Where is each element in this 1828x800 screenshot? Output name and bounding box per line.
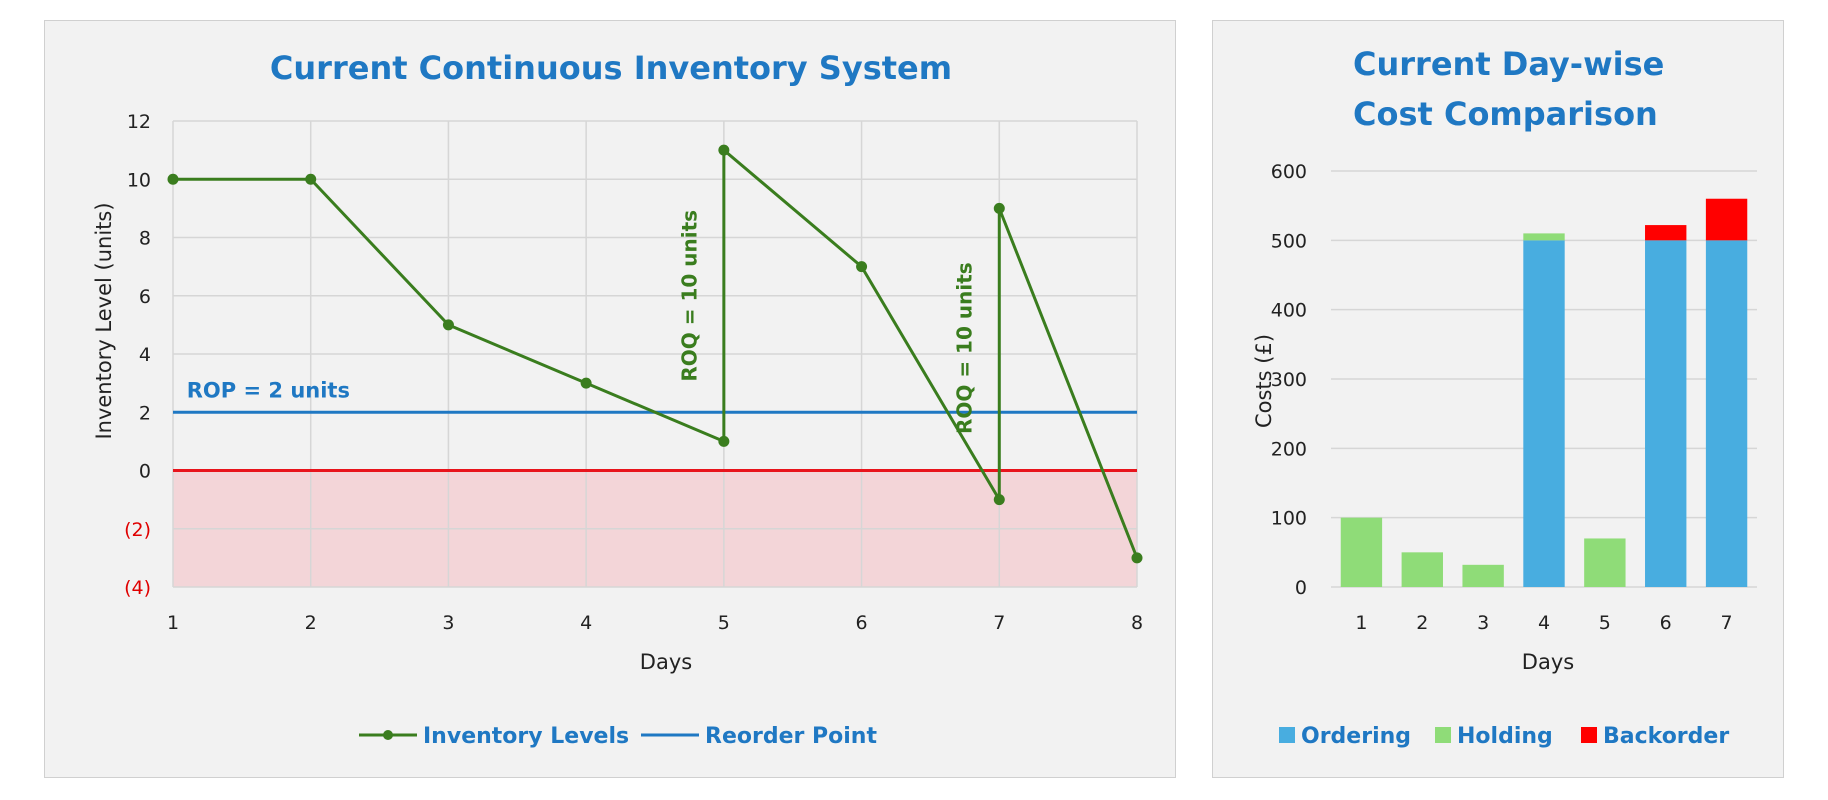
bar-x-tick-label: 2 — [1416, 612, 1428, 634]
line-legend: Inventory Levels Reorder Point — [359, 724, 877, 749]
bar-holding-day-4 — [1523, 233, 1565, 241]
inventory-point — [580, 377, 592, 389]
inventory-point — [856, 261, 868, 273]
x-tick-label: 6 — [856, 612, 868, 634]
bar-holding-day-3 — [1462, 564, 1504, 587]
inventory-point — [718, 435, 730, 447]
roq-annotation-1: ROQ = 10 units — [677, 210, 701, 382]
bar-x-tick-label: 6 — [1660, 612, 1672, 634]
inventory-point — [993, 202, 1005, 214]
x-tick-label: 4 — [580, 612, 592, 634]
bar-x-tick-label: 1 — [1355, 612, 1367, 634]
roq-annotation-2: ROQ = 10 units — [953, 262, 977, 434]
inventory-point — [167, 173, 179, 185]
legend-inventory-marker — [383, 730, 393, 740]
inventory-line-chart: Current Continuous Inventory System 1210… — [92, 49, 1143, 749]
y-tick-label: 12 — [127, 111, 151, 133]
x-tick-label: 8 — [1131, 612, 1143, 634]
x-tick-label: 7 — [993, 612, 1005, 634]
inventory-point — [718, 144, 730, 156]
bar-y-tick-label: 600 — [1271, 161, 1307, 183]
rop-annotation: ROP = 2 units — [187, 379, 350, 403]
cost-chart-panel: Current Day-wise Cost Comparison 0 100 200… — [1212, 20, 1784, 778]
inventory-point — [442, 319, 454, 331]
bar-backorder-day-6 — [1645, 225, 1687, 241]
bar-ordering-day-4 — [1523, 240, 1565, 588]
line-x-axis-label: Days — [640, 650, 692, 674]
bar-backorder-day-7 — [1705, 198, 1748, 241]
bar-y-tick-label: 0 — [1295, 577, 1307, 599]
bar-holding-day-1 — [1340, 517, 1383, 587]
legend-holding-swatch — [1435, 727, 1451, 743]
cost-bar-chart: Current Day-wise Cost Comparison 0 100 200… — [1252, 45, 1757, 749]
bar-x-tick-label: 3 — [1477, 612, 1489, 634]
bar-x-tick-label: 7 — [1721, 612, 1733, 634]
legend-ordering-label: Ordering — [1301, 724, 1411, 749]
bar-holding-day-2 — [1401, 552, 1443, 587]
y-tick-label: (2) — [124, 519, 151, 541]
bar-x-axis-label: Days — [1522, 650, 1574, 674]
legend-reorder-label: Reorder Point — [705, 724, 877, 749]
legend-backorder-label: Backorder — [1603, 724, 1729, 749]
legend-backorder-swatch — [1581, 727, 1597, 743]
bar-x-tick-label: 4 — [1538, 612, 1550, 634]
inventory-point — [1131, 552, 1143, 564]
inventory-chart-panel: Current Continuous Inventory System 12 10… — [44, 20, 1176, 778]
inventory-levels-line — [173, 146, 1139, 559]
y-tick-label: 8 — [139, 228, 151, 250]
bar-ordering-day-6 — [1645, 240, 1687, 588]
x-tick-label: 1 — [167, 612, 179, 634]
bar-y-tick-label: 400 — [1271, 300, 1307, 322]
inventory-point — [305, 173, 317, 185]
y-tick-label: 4 — [139, 344, 151, 366]
bar-chart-title-line2: Cost Comparison — [1353, 95, 1658, 133]
bar-x-tick-label: 5 — [1599, 612, 1611, 634]
y-tick-label: (4) — [124, 577, 151, 599]
y-tick-label: 0 — [139, 461, 151, 483]
legend-ordering-swatch — [1279, 727, 1295, 743]
bar-holding-day-5 — [1584, 538, 1626, 587]
y-tick-label: 10 — [127, 169, 151, 191]
bar-y-tick-label: 200 — [1271, 438, 1307, 460]
x-tick-label: 2 — [305, 612, 317, 634]
bar-y-tick-label: 100 — [1271, 508, 1307, 530]
bar-y-tick-label: 300 — [1271, 369, 1307, 391]
legend-holding-label: Holding — [1457, 724, 1553, 749]
line-chart-title: Current Continuous Inventory System — [270, 49, 952, 87]
y-tick-label: 2 — [139, 402, 151, 424]
bar-legend: Ordering Holding Backorder — [1279, 724, 1729, 749]
x-tick-label: 5 — [718, 612, 730, 634]
bar-chart-title-line1: Current Day-wise — [1353, 45, 1664, 83]
y-tick-label: 6 — [139, 286, 151, 308]
bar-y-axis-label: Costs (£) — [1252, 334, 1276, 428]
bar-chart-plot: 0 100 200 300 400 500 600 1 2 3 4 5 6 7 — [1271, 161, 1757, 634]
line-y-axis-label: Inventory Level (units) — [92, 202, 116, 439]
inventory-point — [993, 494, 1005, 506]
legend-inventory-label: Inventory Levels — [423, 724, 629, 749]
bar-ordering-day-7 — [1705, 240, 1748, 588]
bar-y-tick-label: 500 — [1271, 230, 1307, 252]
x-tick-label: 3 — [442, 612, 454, 634]
